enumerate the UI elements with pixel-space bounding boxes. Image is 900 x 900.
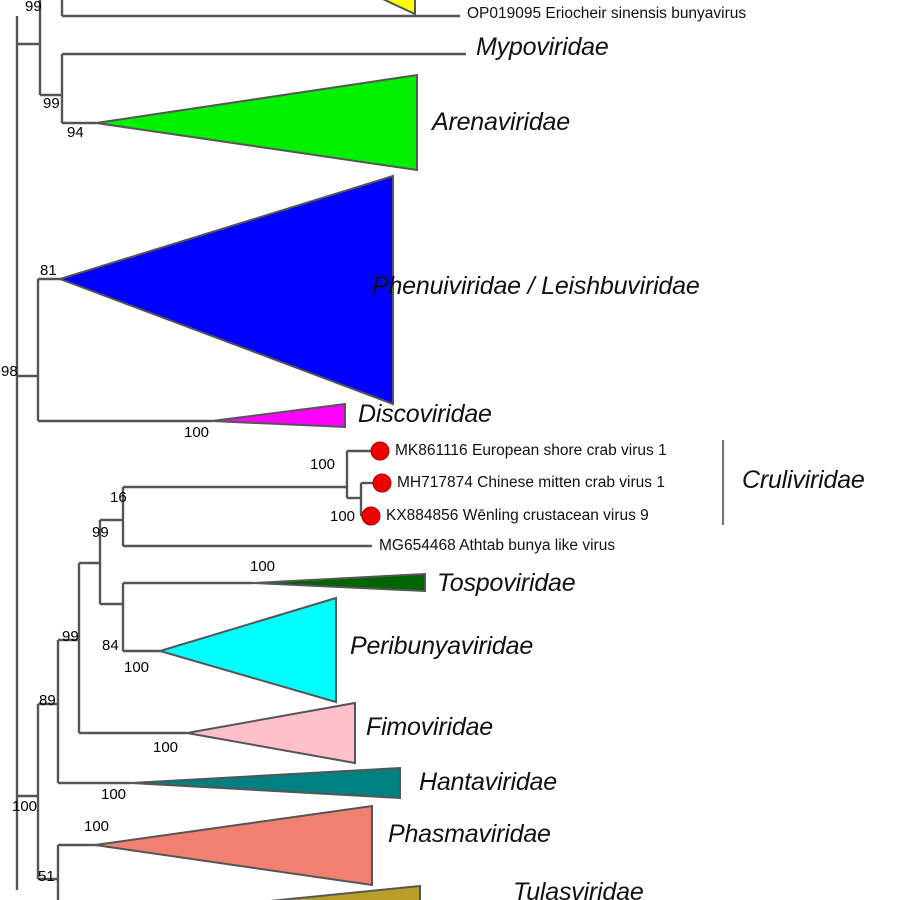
bootstrap-value-94-arenaviridae: 94 [67, 124, 84, 141]
clade-label-peribunyaviridae: Peribunyaviridae [350, 632, 534, 660]
clade-triangle-phenuiviridae [56, 174, 394, 406]
clade-label-phenuiviridae-leishbuviridae: Phenuiviridae / Leishbuviridae [372, 272, 700, 300]
bootstrap-value-100-hantaviridae: 100 [101, 786, 127, 803]
collapsed-clade-triangles [56, 0, 426, 900]
clade-label-hantaviridae: Hantaviridae [419, 768, 557, 796]
bootstrap-value-81-phenuiviridae: 81 [40, 262, 57, 279]
clade-label-fimoviridae: Fimoviridae [366, 713, 493, 741]
clade-triangle-hantaviridae [130, 766, 401, 800]
branch-lines [15, 0, 466, 900]
clade-triangle-tospoviridae [252, 572, 426, 593]
tip-marker-mh717874[interactable] [372, 473, 392, 493]
clade-triangle-arenaviridae [95, 73, 418, 172]
clade-triangle-tulasviridae [269, 884, 421, 900]
clade-triangle-unnamed-yellow [382, 0, 416, 16]
clade-label-mypoviridae: Mypoviridae [476, 33, 609, 61]
bootstrap-value-100-discoviridae: 100 [184, 424, 210, 441]
tip-label-op019095: OP019095 Eriocheir sinensis bunyavirus [467, 5, 747, 22]
bootstrap-value-16: 16 [110, 489, 127, 506]
clade-label-tulasviridae: Tulasviridae [513, 878, 644, 900]
bootstrap-value-100-fimoviridae: 100 [153, 739, 179, 756]
bootstrap-value-100-cruliviridae-lower: 100 [330, 508, 356, 525]
clade-label-phasmaviridae: Phasmaviridae [388, 820, 551, 848]
tip-label-kx884856: KX884856 Wēnling crustacean virus 9 [386, 507, 649, 524]
bootstrap-value-84: 84 [102, 637, 119, 654]
bootstrap-value-100-lower-root: 100 [12, 798, 38, 815]
bootstrap-value-99-crul-tospo: 99 [92, 524, 109, 541]
tip-marker-kx884856[interactable] [361, 506, 381, 526]
clade-triangle-discoviridae [211, 402, 346, 429]
clade-triangle-phasmaviridae [94, 804, 373, 887]
highlighted-tip-markers [361, 441, 392, 526]
bootstrap-value-99-top: 99 [25, 0, 42, 15]
clade-label-discoviridae: Discoviridae [358, 400, 492, 428]
bootstrap-value-100-peribunyaviridae: 100 [124, 659, 150, 676]
tip-label-mg654468: MG654468 Athtab bunya like virus [379, 537, 616, 554]
bootstrap-value-100-tospoviridae: 100 [250, 558, 276, 575]
clade-label-arenaviridae: Arenaviridae [432, 108, 570, 136]
bootstrap-value-100-phasmaviridae: 100 [84, 818, 110, 835]
bootstrap-value-99-mypo-arena: 99 [43, 95, 60, 112]
bootstrap-value-51: 51 [38, 868, 55, 885]
clade-triangle-peribunyaviridae [156, 596, 337, 704]
bootstrap-value-98: 98 [1, 363, 18, 380]
clade-label-tospoviridae: Tospoviridae [437, 569, 576, 597]
clade-label-cruliviridae: Cruliviridae [742, 466, 865, 494]
tip-label-mk861116: MK861116 European shore crab virus 1 [395, 442, 667, 459]
bootstrap-value-89: 89 [39, 692, 56, 709]
tip-marker-mk861116[interactable] [370, 441, 390, 461]
tip-label-mh717874: MH717874 Chinese mitten crab virus 1 [397, 474, 665, 491]
bootstrap-value-100-cruliviridae-upper: 100 [310, 456, 336, 473]
bootstrap-value-99-lower: 99 [62, 628, 79, 645]
clade-triangle-fimoviridae [186, 701, 356, 765]
